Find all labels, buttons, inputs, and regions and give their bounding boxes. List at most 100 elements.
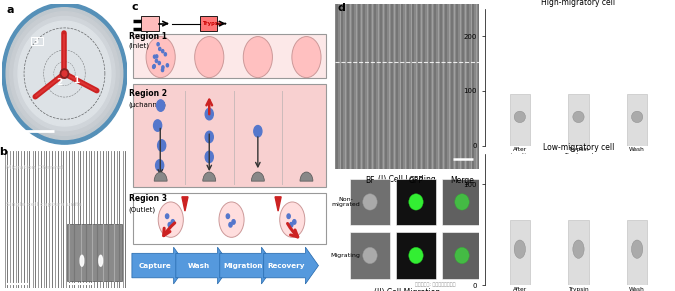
Wedge shape <box>154 172 167 181</box>
Text: 微信公众号: 微流控与生物传感: 微信公众号: 微流控与生物传感 <box>415 282 456 287</box>
Text: (μchannel): (μchannel) <box>129 101 167 108</box>
Circle shape <box>153 65 155 68</box>
Circle shape <box>18 21 111 126</box>
Circle shape <box>153 120 162 131</box>
Circle shape <box>166 64 169 67</box>
Bar <box>200 16 217 31</box>
Circle shape <box>226 214 230 219</box>
Text: Non-
migrated: Non- migrated <box>331 196 360 207</box>
Ellipse shape <box>455 247 469 264</box>
Bar <box>627 93 647 146</box>
Circle shape <box>290 223 293 227</box>
Circle shape <box>243 37 273 78</box>
Circle shape <box>164 53 167 56</box>
Text: (II) Cell Migration: (II) Cell Migration <box>374 288 441 291</box>
Circle shape <box>155 55 158 58</box>
Text: Region 3: Region 3 <box>129 194 167 203</box>
Circle shape <box>62 71 67 76</box>
Circle shape <box>153 55 156 58</box>
Circle shape <box>158 61 161 65</box>
Bar <box>31 37 43 45</box>
Circle shape <box>155 59 157 63</box>
Bar <box>442 232 482 279</box>
Ellipse shape <box>455 194 469 210</box>
Bar <box>510 93 530 146</box>
Ellipse shape <box>409 194 423 210</box>
Ellipse shape <box>573 240 584 258</box>
Bar <box>396 232 436 279</box>
Circle shape <box>14 17 115 131</box>
Circle shape <box>194 37 224 78</box>
Bar <box>568 220 589 285</box>
Text: Capture: Capture <box>138 262 171 269</box>
Circle shape <box>161 68 163 72</box>
Circle shape <box>157 43 159 46</box>
Text: Migration: Migration <box>223 262 263 269</box>
Text: 3: 3 <box>33 37 39 46</box>
Text: (I) Cell Loading: (I) Cell Loading <box>379 175 436 184</box>
Bar <box>142 16 159 31</box>
Text: Trypsin: Trypsin <box>202 21 223 26</box>
Circle shape <box>6 8 123 139</box>
Circle shape <box>161 49 164 53</box>
Text: 2: 2 <box>57 79 63 88</box>
Text: BF: BF <box>365 176 375 185</box>
Bar <box>350 232 390 279</box>
Circle shape <box>165 214 169 219</box>
Wedge shape <box>251 172 265 181</box>
Circle shape <box>159 47 161 51</box>
Circle shape <box>168 223 171 227</box>
Circle shape <box>157 100 165 111</box>
Wedge shape <box>202 172 216 181</box>
Ellipse shape <box>573 111 584 123</box>
Polygon shape <box>182 197 188 211</box>
Text: (Inlet): (Inlet) <box>129 43 150 49</box>
Circle shape <box>158 202 184 237</box>
Bar <box>510 220 530 285</box>
Circle shape <box>155 160 164 171</box>
Polygon shape <box>275 197 281 211</box>
Circle shape <box>254 125 262 137</box>
Title: High-migratory cell: High-migratory cell <box>541 0 616 7</box>
Ellipse shape <box>409 247 423 264</box>
Ellipse shape <box>80 255 84 266</box>
Circle shape <box>292 37 321 78</box>
FancyBboxPatch shape <box>176 247 231 284</box>
Bar <box>350 179 390 225</box>
Wedge shape <box>300 172 313 181</box>
Bar <box>568 93 589 146</box>
Circle shape <box>157 140 166 151</box>
Text: Recovery: Recovery <box>268 262 305 269</box>
Text: GFP: GFP <box>408 176 423 185</box>
Circle shape <box>162 66 164 69</box>
Text: Merge: Merge <box>450 176 474 185</box>
Ellipse shape <box>362 194 377 210</box>
Bar <box>133 84 325 187</box>
Circle shape <box>60 69 69 78</box>
Text: 1: 1 <box>73 76 80 85</box>
Ellipse shape <box>362 247 377 264</box>
Circle shape <box>232 220 235 224</box>
Circle shape <box>153 65 155 68</box>
Circle shape <box>146 37 176 78</box>
Text: Wash: Wash <box>188 262 210 269</box>
Bar <box>442 179 482 225</box>
Text: Region 2: Region 2 <box>129 88 167 97</box>
Circle shape <box>2 3 127 144</box>
Text: b: b <box>0 148 7 157</box>
Circle shape <box>287 214 290 219</box>
Text: Single cell capture units: Single cell capture units <box>6 202 82 207</box>
Ellipse shape <box>99 255 103 266</box>
Circle shape <box>9 12 119 135</box>
Circle shape <box>279 202 305 237</box>
Bar <box>627 220 647 285</box>
Text: (Outlet): (Outlet) <box>129 207 156 213</box>
Text: Migration Channel: Migration Channel <box>6 165 63 170</box>
Circle shape <box>293 220 296 224</box>
Bar <box>133 193 325 244</box>
Bar <box>67 224 122 281</box>
Text: Region 1: Region 1 <box>129 31 167 40</box>
Circle shape <box>205 151 213 163</box>
FancyBboxPatch shape <box>132 247 187 284</box>
Ellipse shape <box>514 240 525 258</box>
